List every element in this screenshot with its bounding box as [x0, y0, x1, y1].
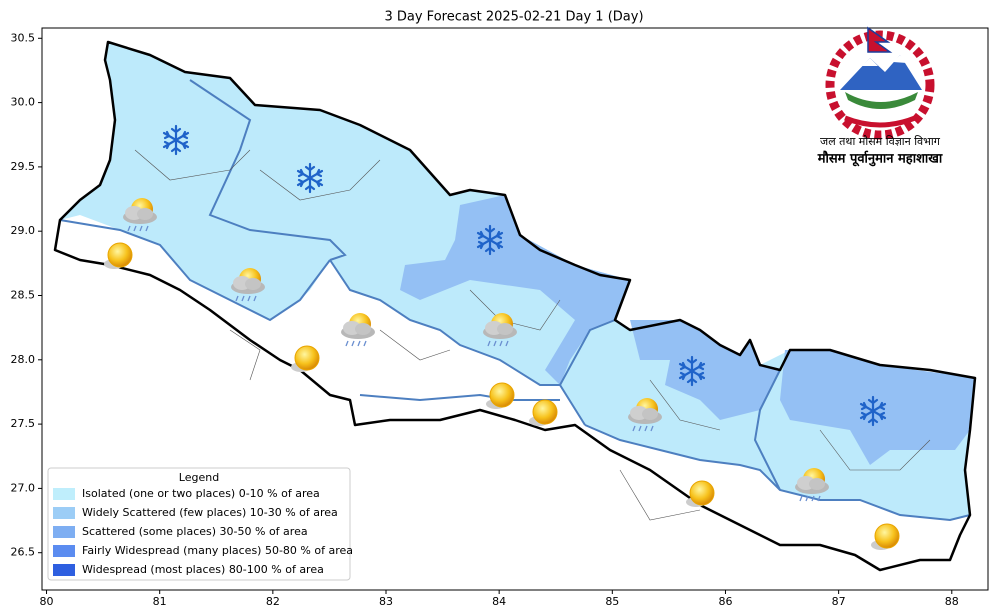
department-name: जल तथा मौसम विज्ञान विभाग — [820, 135, 941, 148]
legend-swatch — [53, 545, 75, 557]
legend-label: Scattered (some places) 30-50 % of area — [82, 525, 308, 538]
x-tick-label: 86 — [718, 595, 732, 608]
division-name: मौसम पूर्वानुमान महाशाखा — [817, 151, 943, 167]
y-tick-label: 30.5 — [11, 31, 36, 44]
legend-swatch — [53, 507, 75, 519]
legend-box — [47, 467, 351, 581]
legend-swatch — [53, 564, 75, 576]
x-tick-label: 82 — [266, 595, 280, 608]
x-tick-label: 87 — [832, 595, 846, 608]
legend-label: Isolated (one or two places) 0-10 % of a… — [82, 487, 320, 500]
y-tick-label: 26.5 — [11, 546, 36, 559]
y-tick-label: 27.5 — [11, 417, 36, 430]
legend-label: Widespread (most places) 80-100 % of are… — [82, 563, 324, 576]
y-tick-label: 30.0 — [11, 96, 36, 109]
legend-label: Fairly Widespread (many places) 50-80 % … — [82, 544, 353, 557]
y-tick-label: 28.5 — [11, 288, 36, 301]
x-tick-label: 81 — [153, 595, 167, 608]
y-tick-label: 29.5 — [11, 160, 36, 173]
y-tick-label: 28.0 — [11, 353, 36, 366]
x-tick-label: 85 — [605, 595, 619, 608]
legend-swatch — [53, 526, 75, 538]
x-tick-label: 83 — [379, 595, 393, 608]
x-tick-label: 84 — [492, 595, 506, 608]
y-tick-label: 29.0 — [11, 224, 36, 237]
legend-label: Widely Scattered (few places) 10-30 % of… — [82, 506, 338, 519]
legend-title: Legend — [179, 471, 219, 484]
x-tick-label: 88 — [945, 595, 959, 608]
map-title: 3 Day Forecast 2025-02-21 Day 1 (Day) — [384, 10, 643, 25]
y-tick-label: 27.0 — [11, 481, 36, 494]
nepal-map — [53, 40, 977, 572]
legend: Legend Isolated (one or two places) 0-10 … — [47, 467, 353, 581]
agency-emblem — [825, 26, 935, 140]
legend-swatch — [53, 488, 75, 500]
x-tick-label: 80 — [40, 595, 54, 608]
